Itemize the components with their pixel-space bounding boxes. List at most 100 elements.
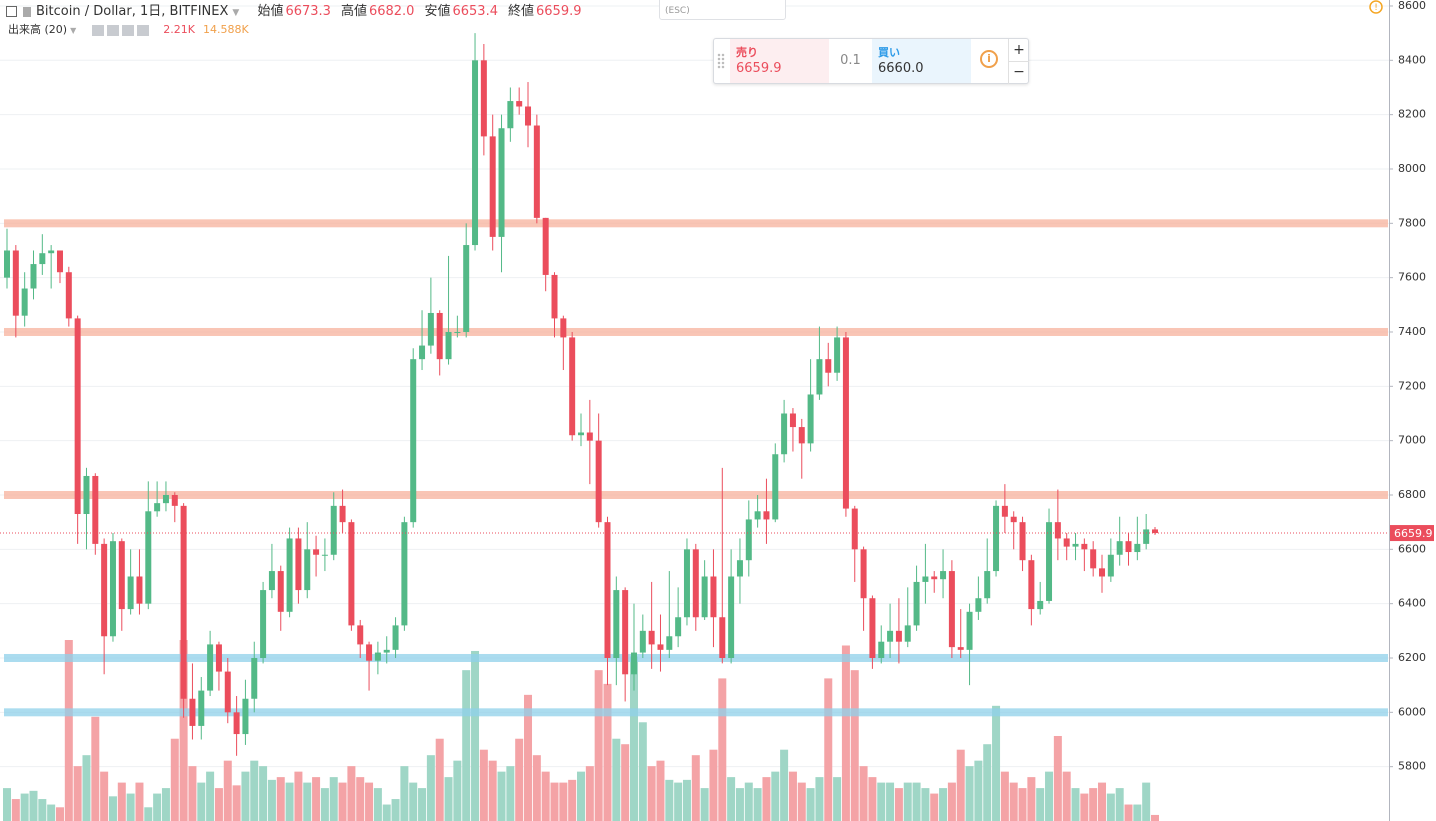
volume-bar: [1133, 804, 1142, 821]
volume-bar: [100, 771, 109, 821]
volume-bar: [1062, 771, 1071, 821]
candle-body: [887, 630, 894, 642]
volume-bar: [365, 782, 374, 821]
candle-body: [154, 503, 161, 512]
candle-body: [498, 128, 505, 237]
volume-bar: [214, 788, 223, 821]
volume-bar: [868, 777, 877, 821]
volume-bar: [947, 782, 956, 821]
candle-body: [525, 106, 532, 126]
volume-bar: [568, 779, 577, 821]
dropdown[interactable]: ▼: [232, 8, 240, 18]
volume-bar: [515, 738, 524, 821]
collapse-icon[interactable]: [6, 6, 17, 17]
volume-bar: [400, 766, 409, 821]
candle-body: [74, 318, 81, 515]
candle-body: [295, 538, 302, 591]
candle-body: [304, 549, 311, 591]
candle-body: [339, 505, 346, 523]
volume-bar: [585, 766, 594, 821]
symbol-title: Bitcoin / Dollar, 1日, BITFINEX: [36, 4, 229, 19]
candle-body: [648, 630, 655, 645]
info-icon[interactable]: i: [980, 50, 998, 68]
minus-button[interactable]: −: [1008, 61, 1029, 84]
sell-button[interactable]: 売り 6659.9: [730, 39, 829, 83]
candle-body: [136, 576, 143, 604]
candle-body: [692, 549, 699, 618]
candle-body: [560, 318, 567, 338]
volume-bar: [665, 779, 674, 821]
candle-body: [1125, 541, 1132, 553]
volume-bar: [886, 782, 895, 821]
volume-layer: [3, 640, 1159, 821]
candle-body: [313, 549, 320, 555]
candle-body: [39, 253, 46, 265]
candle-body: [948, 571, 955, 648]
candle-body: [410, 359, 417, 523]
volume-bar: [426, 755, 435, 821]
volume-bar: [471, 650, 480, 821]
drag-handle[interactable]: [717, 53, 725, 69]
plus-button[interactable]: +: [1008, 39, 1029, 61]
candle-body: [48, 250, 55, 254]
candle-body: [463, 245, 470, 332]
volume-bar: [82, 755, 91, 821]
volume-bar: [232, 785, 241, 821]
volume-bar: [682, 779, 691, 821]
tool-icons[interactable]: [91, 24, 152, 36]
volume-bar: [179, 640, 188, 821]
candle-body: [419, 345, 426, 360]
candle-body: [666, 636, 673, 650]
volume-bar: [409, 782, 418, 821]
volume-bar: [524, 694, 533, 821]
volume-bar: [656, 760, 665, 821]
volume-bar: [797, 782, 806, 821]
candle-body: [798, 427, 805, 444]
candle-body: [65, 272, 72, 319]
candle-body: [118, 541, 125, 610]
candle-body: [754, 511, 761, 520]
y-tick-label: 6200: [1398, 651, 1426, 664]
ohlc-value: 6682.0: [368, 4, 415, 19]
candle-body: [940, 571, 947, 580]
candle-body: [427, 312, 434, 346]
candle-body: [392, 625, 399, 650]
candle-body: [895, 630, 902, 642]
candle-body: [162, 494, 169, 504]
candle-body: [1037, 600, 1044, 610]
candle-body: [21, 288, 28, 316]
y-tick-label: 7200: [1398, 379, 1426, 392]
alert-icon[interactable]: [1369, 0, 1383, 14]
candle-body: [1028, 560, 1035, 610]
volume-bar: [744, 782, 753, 821]
candle-body: [984, 571, 991, 599]
level-line: [4, 219, 1388, 228]
volume-bar: [29, 790, 38, 821]
volume-bar: [161, 788, 170, 821]
candle-body: [286, 538, 293, 612]
candle-body: [30, 264, 37, 289]
candle-body: [268, 571, 275, 591]
candle-body: [683, 549, 690, 618]
candle-body: [533, 125, 540, 218]
y-tick-label: 5800: [1398, 760, 1426, 773]
candle-body: [445, 331, 452, 360]
candle-body: [101, 543, 108, 637]
candle-body: [224, 671, 231, 713]
esc-label: (ESC): [665, 6, 690, 16]
ohlc-label: 高値: [340, 4, 367, 19]
level-line: [4, 653, 1388, 662]
dropdown[interactable]: ▼: [70, 26, 77, 35]
level-line: [4, 708, 1388, 717]
sell-price: 6659.9: [736, 61, 782, 76]
candle-body: [207, 644, 214, 691]
esc-box[interactable]: (ESC): [659, 0, 786, 20]
buy-button[interactable]: 買い 6660.0: [872, 39, 971, 83]
quantity[interactable]: 0.1: [840, 53, 861, 68]
volume-bar: [1009, 782, 1018, 821]
volume-bar: [338, 782, 347, 821]
volume-bar: [241, 771, 250, 821]
candle-body: [516, 101, 523, 107]
candle-body: [357, 625, 364, 645]
